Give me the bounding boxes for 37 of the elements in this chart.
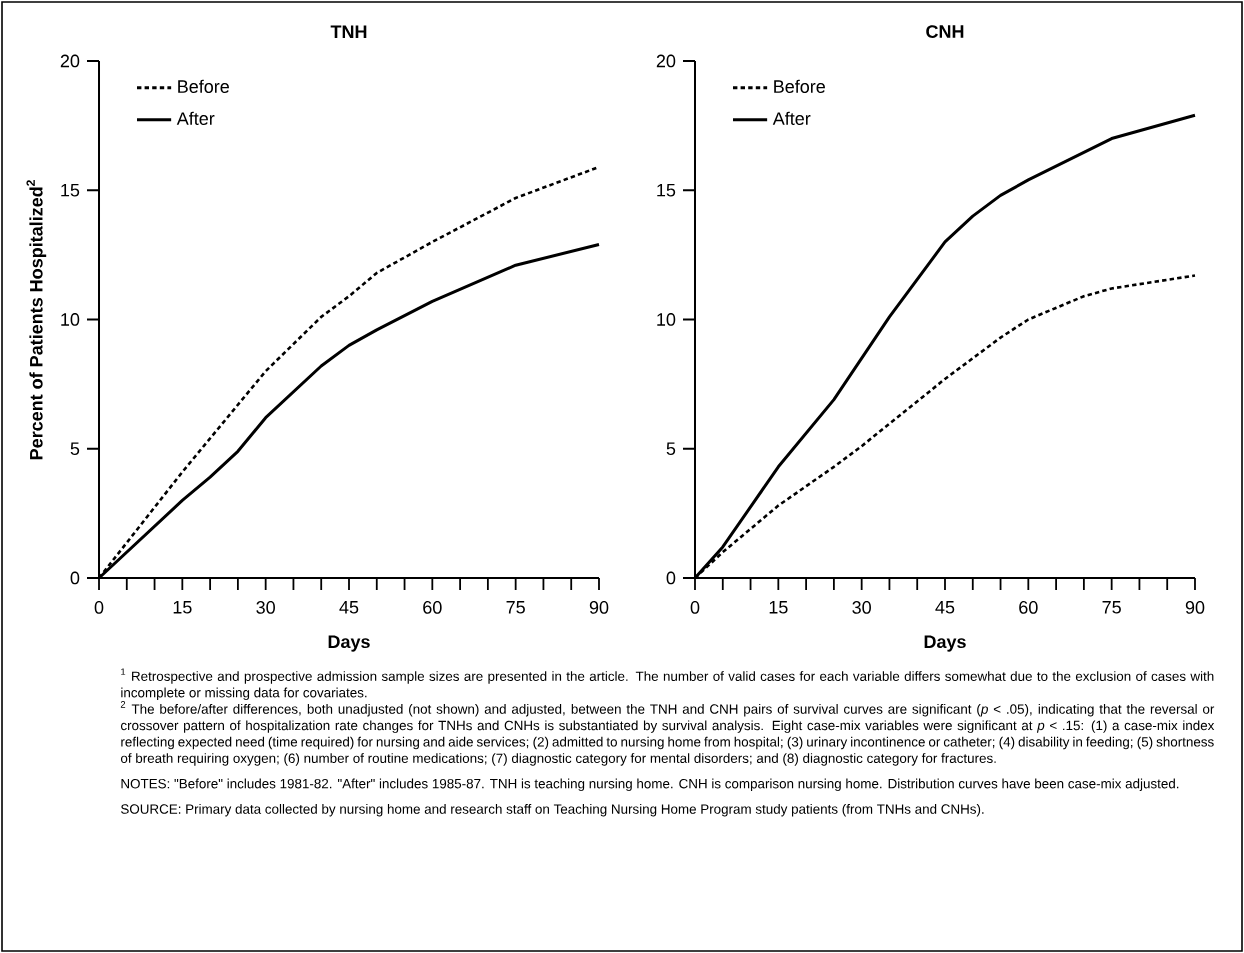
y-tick-label: 5 [70, 442, 80, 456]
x-tick-label: 15 [173, 601, 192, 614]
x-tick-label: 45 [935, 601, 955, 614]
x-axis-title: Days [924, 635, 966, 652]
source-note: SOURCE: Primary data collected by nursing home and research staff on Teaching Nursing Home Program study patients (from TNHs and CNHs). [121, 803, 984, 817]
x-tick-label: 60 [1019, 601, 1038, 614]
x-tick-label: 30 [256, 601, 275, 614]
y-tick-label: 10 [657, 313, 676, 326]
x-tick-label: 75 [506, 601, 525, 614]
x-tick-label: 45 [339, 601, 359, 614]
chart-title: TNH [330, 25, 367, 38]
y-tick-label: 5 [666, 442, 676, 456]
x-tick-label: 0 [690, 601, 700, 614]
x-tick-label: 60 [423, 601, 442, 614]
y-tick-label: 20 [60, 54, 80, 68]
y-tick-label: 15 [61, 183, 80, 197]
x-tick-label: 15 [769, 601, 788, 614]
chart-title: CNH [926, 25, 964, 38]
y-tick-label: 0 [70, 571, 80, 585]
x-tick-label: 90 [1185, 601, 1205, 614]
legend-label: After [176, 111, 215, 125]
y-tick-label: 20 [656, 54, 676, 68]
x-axis-title: Days [328, 635, 370, 652]
y-tick-label: 10 [61, 313, 80, 326]
legend-label: Before [178, 79, 229, 93]
x-tick-label: 75 [1102, 601, 1121, 614]
x-tick-label: 90 [589, 601, 609, 614]
text: NOTES: "Before" includes 1981-82. "After" includes 1985-87. TNH is teaching nursing home. CNH is comparison nursing home. Distribution curves have been case-mix adjusted. [121, 778, 1179, 792]
x-tick-label: 0 [94, 601, 104, 614]
y-tick-label: 0 [666, 571, 676, 585]
legend-label: Before [774, 79, 825, 93]
y-tick-label: 15 [657, 183, 676, 197]
x-tick-label: 30 [852, 601, 871, 614]
text: $^{2}$ The before/after differences, both unadjusted (not shown) and adjusted, between the TNH and CNH pairs of survival curves are significant (p < .05), indicating that the reversal or crossover pattern of hospitalization rate changes for TNHs and CNHs is substantiated by survival analysis. Eight case-mix variables were significant at p < .15: (1) a case-mix index reflecting expected need (time required) for nursing and aide services; (2) admitted to nursing home from hospital; (3) urinary incontinence or catheter; (4) disability in feeding; (5) shortness of breath requiring oxygen; (6) number of routine medications; (7) diagnostic category for mental disorders; and (8) diagnostic category for fractures. [120, 701, 1215, 766]
text: $^{1}$ Retrospective and prospective admission sample sizes are presented in the article. The number of valid cases for each variable differs somewhat due to the exclusion of cases with incomplete or missing data for covariates. [121, 668, 1214, 701]
y-axis-title: Percent of Patients Hospitalized$^{2}$ [26, 180, 47, 460]
legend-label: After [772, 111, 811, 125]
